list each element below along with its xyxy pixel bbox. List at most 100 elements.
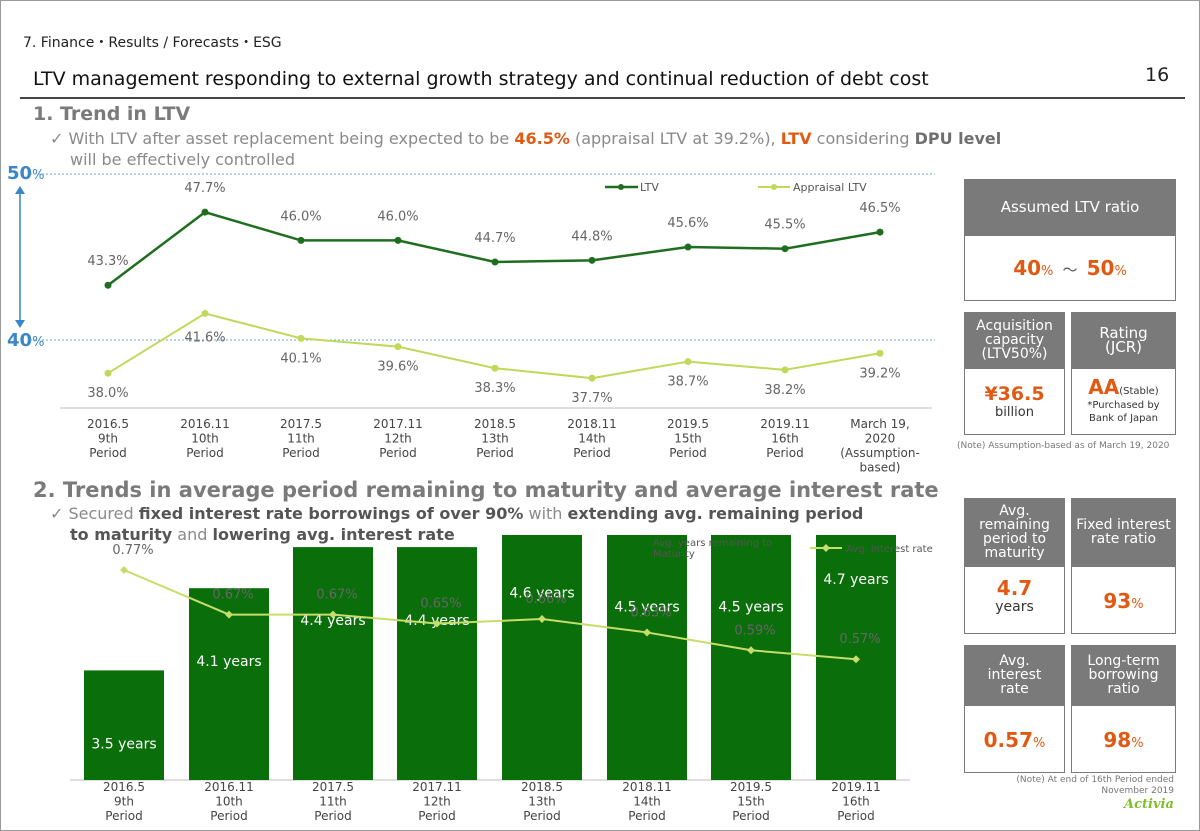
bullet-text: Secured [63,504,139,523]
data-label: 0.77% [112,543,153,558]
x-tick-label: 2017.5 11th Period [280,417,322,460]
bullet-highlight: 46.5% [514,129,570,148]
legend-marker [771,184,777,190]
data-label: 0.67% [316,588,357,603]
x-tick-label: 2018.11 14th Period [622,780,672,823]
page-number: 16 [1145,64,1170,86]
legend-marker [822,544,830,552]
bar-label: 4.4 years [300,613,365,629]
data-label: 44.8% [571,229,612,244]
bullet-bold: DPU level [914,129,1002,148]
assumption-note: (Note) Assumption-based as of March 19, … [957,441,1170,451]
arrow-down-icon [15,320,25,328]
data-point [684,243,692,251]
data-label: 0.65% [420,597,461,612]
avg-remaining-header: Avg. remaining period to maturity [964,498,1065,566]
legend-label-interest: Avg. interest rate [846,544,933,555]
data-label: 0.57% [839,632,880,647]
data-point [201,208,209,216]
rating-header: Rating (JCR) [1071,312,1176,368]
data-label: 39.6% [377,360,418,375]
title-divider [20,97,1185,99]
data-label: 38.3% [474,381,515,396]
x-tick-label: 2019.11 16th Period [831,780,881,823]
bullet-text: With LTV after asset replacement being e… [63,129,515,148]
bar [293,547,373,780]
data-label: 38.2% [764,383,805,398]
data-point [225,610,233,619]
avg-remaining-value: 4.7 years [964,566,1065,634]
data-point [643,628,651,637]
data-label: 39.2% [859,366,900,381]
section2-bullet: ✓ Secured fixed interest rate borrowings… [50,503,950,545]
assumed-ltv-value: 40% ～ 50% [964,235,1176,301]
bar [607,535,687,780]
acquisition-capacity-header: Acquisition capacity (LTV50%) [964,312,1065,368]
data-point [747,646,755,655]
bullet-bold: fixed interest rate borrowings of over 9… [138,504,524,523]
bullet-bold: to maturity [70,525,173,544]
section1-heading: 1. Trend in LTV [33,103,191,125]
bullet-bold: lowering avg. interest rate [212,525,455,544]
fixed-rate-header: Fixed interest rate ratio [1071,498,1176,566]
axis-mark-50: 50% [7,163,45,184]
bar-label: 4.5 years [718,599,783,615]
check-icon: ✓ [50,129,64,148]
bar [189,588,269,780]
data-label: 41.6% [184,330,225,345]
data-point [876,349,884,357]
legend-swatch-bars [619,544,649,554]
data-point [394,343,402,351]
axis-mark-40: 40% [7,330,45,351]
fixed-rate-value: 93% [1071,566,1176,634]
data-point [588,256,596,264]
x-tick-label: 2016.11 10th Period [204,780,254,823]
data-point [297,334,305,342]
x-tick-label: 2017.11 12th Period [412,780,462,823]
x-tick-label: 2017.11 12th Period [373,417,423,460]
data-label: 45.6% [667,216,708,231]
bar-label: 4.5 years [614,599,679,615]
bar [711,535,791,780]
bullet-text: will be effectively controlled [70,150,296,169]
long-term-value: 98% [1071,705,1176,773]
data-label: 44.7% [474,231,515,246]
legend-label-bars: Avg. years remaining to Maturity [653,538,772,560]
legend-marker [618,184,624,190]
data-point [297,236,305,244]
x-tick-label: 2017.5 11th Period [312,780,354,823]
bar [397,547,477,780]
legend-label-ltv: LTV [640,181,659,194]
section-tag: 7. Finance・Results / Forecasts・ESG [23,35,282,51]
data-point [394,236,402,244]
period-note: (Note) At end of 16th Period ended Novem… [1016,775,1174,796]
data-label: 0.66% [525,592,566,607]
activia-logo: Activia [1124,797,1174,812]
data-point [433,619,441,628]
data-label: 37.7% [571,391,612,406]
x-tick-label: 2019.5 15th Period [730,780,772,823]
data-label: 43.3% [87,254,128,269]
acquisition-capacity-value: ¥36.5 billion [964,368,1065,435]
data-label: 0.67% [212,588,253,603]
bar-label: 3.5 years [91,736,156,752]
bullet-text: (appraisal LTV at 39.2%), [569,129,781,148]
rating-value: AA(Stable) *Purchased by Bank of Japan [1071,368,1176,435]
ltv-line-chart: 43.3% 47.7% 46.0% 46.0% 44.7% 44.8% 45.6% 45.5%… [15,173,935,475]
data-point [104,281,112,289]
data-point [781,245,789,253]
data-label: 47.7% [184,181,225,196]
data-point [876,228,884,236]
data-point [201,309,209,317]
bullet-text: considering [811,129,915,148]
section2-heading: 2. Trends in average period remaining to… [33,478,939,502]
page-title: LTV management responding to external gr… [33,68,929,90]
x-tick-label: 2018.11 14th Period [567,417,617,460]
data-point [104,369,112,377]
data-point [491,364,499,372]
x-tick-label: 2018.5 13th Period [474,417,516,460]
data-point [781,366,789,374]
data-label: 38.7% [667,375,708,390]
data-point [538,615,546,624]
